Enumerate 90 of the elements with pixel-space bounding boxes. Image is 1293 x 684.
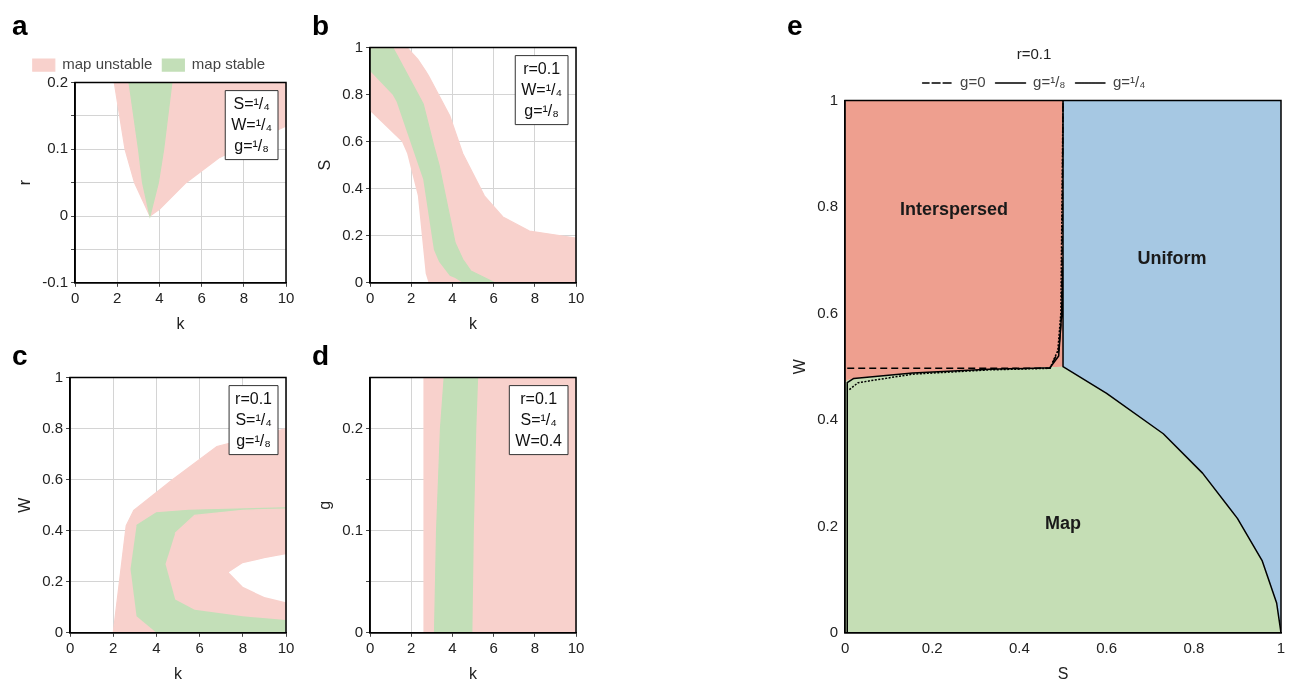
x-tick-label: 4 <box>448 638 457 656</box>
legend-label: g=¹/₈ <box>1033 73 1066 91</box>
y-tick-label: 0 <box>354 272 364 290</box>
x-axis-title: k <box>469 664 479 682</box>
annotation: r=0.1 <box>523 59 561 77</box>
x-tick-label: 4 <box>448 288 457 306</box>
x-tick-label: 0 <box>365 288 375 306</box>
y-tick-label: 1 <box>354 37 364 55</box>
annotation: g=¹/₈ <box>234 136 269 154</box>
x-tick-label: 4 <box>152 638 161 656</box>
x-tick-label: 2 <box>113 288 122 306</box>
x-tick-label: 4 <box>155 288 164 306</box>
x-axis-title: k <box>174 664 184 682</box>
annotation: W=¹/₄ <box>521 80 562 98</box>
y-tick-label: 0.8 <box>342 84 364 102</box>
y-tick-label: 0.8 <box>42 418 64 436</box>
x-tick-label: 2 <box>109 638 118 656</box>
annotation: Interspersed <box>900 198 1009 219</box>
x-tick-label: 6 <box>197 288 206 306</box>
annotation: Uniform <box>1137 248 1207 269</box>
x-tick-label: 6 <box>195 638 204 656</box>
legend-title: r=0.1 <box>1016 45 1052 63</box>
y-axis-title: S <box>316 159 334 171</box>
annotation: S=¹/₄ <box>233 94 270 112</box>
y-tick-label: 0.1 <box>342 520 364 538</box>
x-tick-label: 6 <box>489 288 498 306</box>
x-tick-label: 10 <box>277 288 295 306</box>
y-tick-label: 0.8 <box>817 197 839 215</box>
y-tick-label: 1 <box>54 367 64 385</box>
chart-title: b <box>312 9 330 41</box>
y-tick-label: 0.4 <box>42 520 64 538</box>
x-tick-label: 1 <box>1276 638 1286 656</box>
x-tick-label: 10 <box>567 638 585 656</box>
y-axis-title: W <box>16 496 34 513</box>
annotation: r=0.1 <box>520 389 558 407</box>
y-tick-label: 0.6 <box>42 469 64 487</box>
annotation: S=¹/₄ <box>235 410 272 428</box>
chart-title: d <box>312 339 330 371</box>
x-tick-label: 0.2 <box>921 638 943 656</box>
y-tick-label: 0.2 <box>817 516 839 534</box>
annotation: S=¹/₄ <box>520 410 557 428</box>
x-tick-label: 8 <box>530 638 539 656</box>
annotation: W=0.4 <box>515 431 563 449</box>
y-tick-label: 0.2 <box>42 571 64 589</box>
annotation: g=¹/₈ <box>524 101 559 119</box>
x-axis-title: k <box>469 314 479 332</box>
legend-label: g=¹/₄ <box>1113 73 1146 91</box>
y-axis-title: W <box>791 358 809 375</box>
x-tick-label: 0.6 <box>1096 638 1118 656</box>
x-tick-label: 10 <box>567 288 585 306</box>
annotation: r=0.1 <box>235 389 273 407</box>
x-axis-title: k <box>176 314 186 332</box>
x-tick-label: 8 <box>238 638 247 656</box>
x-tick-label: 0.8 <box>1183 638 1205 656</box>
x-tick-label: 8 <box>239 288 248 306</box>
x-tick-label: 0 <box>365 638 375 656</box>
x-tick-label: 2 <box>407 638 416 656</box>
y-tick-label: 0 <box>59 206 69 224</box>
chart-title: a <box>12 9 28 41</box>
y-tick-label: -0.1 <box>42 272 69 290</box>
y-tick-label: 0.2 <box>47 72 69 90</box>
annotation: Map <box>1045 512 1082 533</box>
legend-label: g=0 <box>960 73 986 91</box>
y-axis-title: g <box>316 500 334 510</box>
annotation: W=¹/₄ <box>231 115 272 133</box>
y-tick-label: 0.1 <box>47 139 69 157</box>
x-tick-label: 0 <box>70 288 80 306</box>
y-tick-label: 0.6 <box>342 131 364 149</box>
x-tick-label: 0.4 <box>1009 638 1030 656</box>
chart-title: e <box>787 9 803 41</box>
y-tick-label: 0 <box>829 622 839 640</box>
y-tick-label: 0.6 <box>817 303 839 321</box>
x-tick-label: 8 <box>530 288 539 306</box>
y-tick-label: 1 <box>829 90 839 108</box>
y-tick-label: 0.2 <box>342 418 364 436</box>
y-tick-label: 0.4 <box>817 410 839 428</box>
legend-label: map unstable <box>62 55 153 73</box>
x-axis-title: S <box>1057 664 1069 682</box>
y-tick-label: 0.2 <box>342 225 364 243</box>
y-tick-label: 0 <box>354 622 364 640</box>
y-axis-title: r <box>16 179 34 186</box>
y-tick-label: 0 <box>54 622 64 640</box>
chart-title: c <box>12 339 28 371</box>
y-tick-label: 0.4 <box>342 178 364 196</box>
x-tick-label: 2 <box>407 288 416 306</box>
x-tick-label: 10 <box>277 638 295 656</box>
x-tick-label: 0 <box>840 638 850 656</box>
x-tick-label: 6 <box>489 638 498 656</box>
legend-label: map stable <box>191 55 266 73</box>
annotation: g=¹/₈ <box>236 431 271 449</box>
